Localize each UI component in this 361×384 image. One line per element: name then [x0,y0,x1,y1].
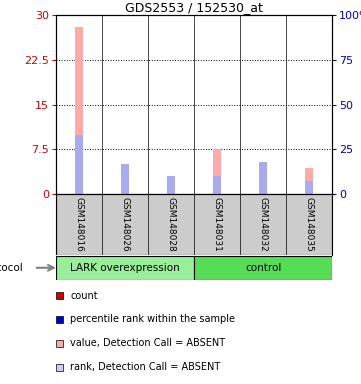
Text: percentile rank within the sample: percentile rank within the sample [70,314,235,324]
Text: rank, Detection Call = ABSENT: rank, Detection Call = ABSENT [70,362,221,372]
Text: count: count [70,291,98,301]
Text: control: control [245,263,281,273]
Bar [167,181,175,194]
Text: protocol: protocol [0,263,23,273]
Bar [213,176,221,194]
Bar [121,164,129,194]
Text: GSM148026: GSM148026 [121,197,130,252]
Text: GSM148031: GSM148031 [213,197,222,252]
Bar [259,162,267,194]
Title: GDS2553 / 152530_at: GDS2553 / 152530_at [125,1,263,14]
Text: GSM148032: GSM148032 [258,197,268,252]
Text: GSM148016: GSM148016 [74,197,83,252]
Bar [121,167,129,194]
Bar [75,135,83,194]
Bar [305,181,313,194]
Bar [259,164,267,194]
Text: GSM148035: GSM148035 [305,197,314,252]
Bar [213,149,221,194]
Bar [167,176,175,194]
Bar [305,168,313,194]
Bar [56,256,194,280]
Bar [194,256,332,280]
Text: GSM148028: GSM148028 [166,197,175,252]
Text: LARK overexpression: LARK overexpression [70,263,180,273]
Bar [75,27,83,194]
Text: value, Detection Call = ABSENT: value, Detection Call = ABSENT [70,338,226,348]
